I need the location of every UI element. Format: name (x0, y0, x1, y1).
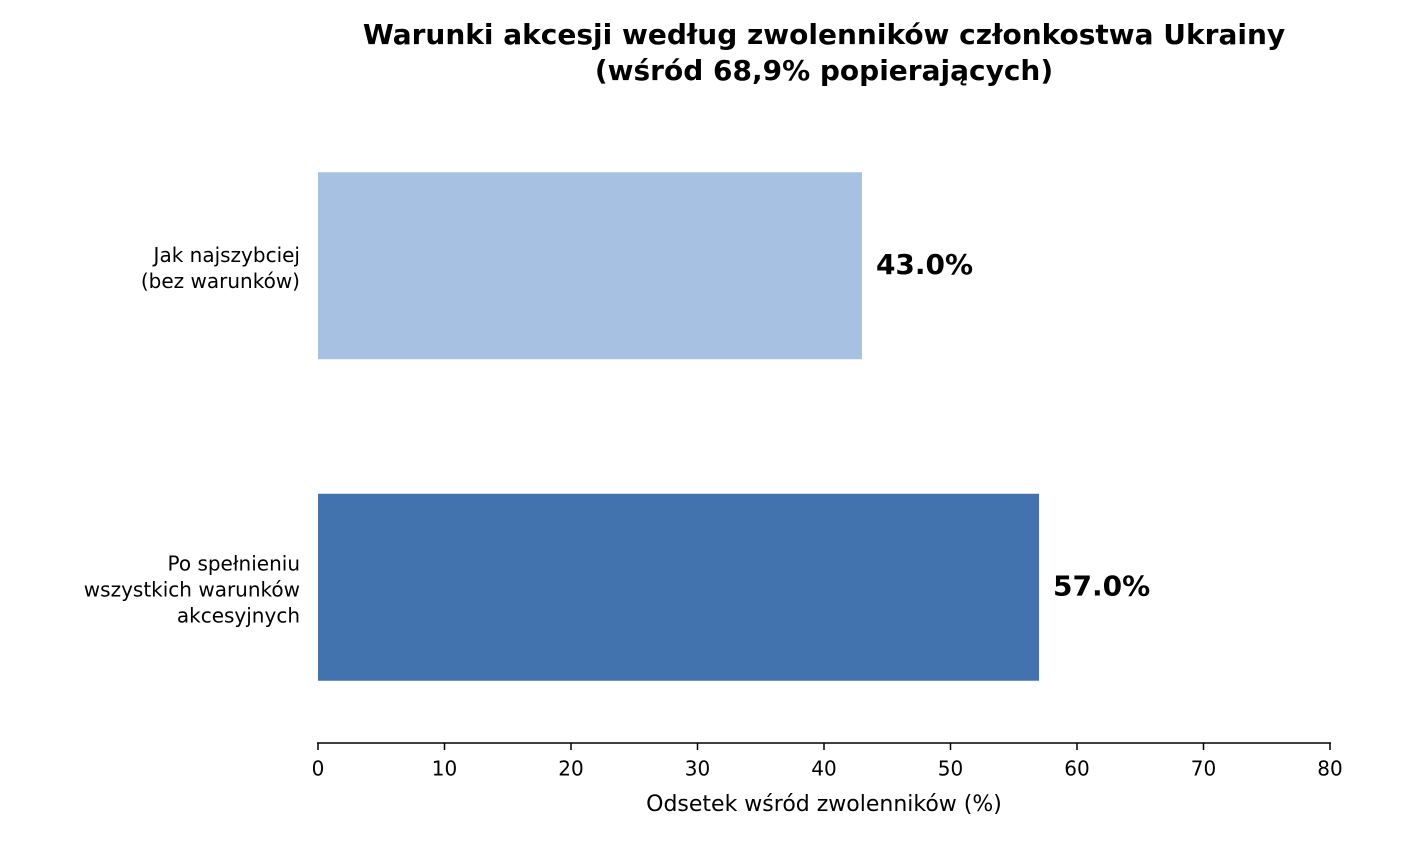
x-tick-label: 70 (1191, 757, 1216, 781)
x-tick-label: 20 (558, 757, 583, 781)
x-tick-label: 50 (938, 757, 963, 781)
chart-title: Warunki akcesji według zwolenników człon… (363, 18, 1285, 87)
x-tick-label: 60 (1064, 757, 1089, 781)
x-tick-label: 40 (811, 757, 836, 781)
value-label: 43.0% (876, 248, 973, 281)
x-tick-label: 0 (312, 757, 325, 781)
y-tick-label: Po spełnieniu wszystkich warunków akcesyjn… (84, 551, 300, 627)
x-tick-label: 10 (432, 757, 457, 781)
x-axis-label: Odsetek wśród zwolenników (%) (646, 792, 1002, 817)
x-tick-label: 30 (685, 757, 710, 781)
bar (318, 493, 1040, 681)
x-tick-label: 80 (1317, 757, 1342, 781)
y-tick-label: Jak najszybciej (bez warunków) (141, 242, 300, 292)
value-label: 57.0% (1053, 569, 1150, 602)
bar (318, 172, 862, 360)
